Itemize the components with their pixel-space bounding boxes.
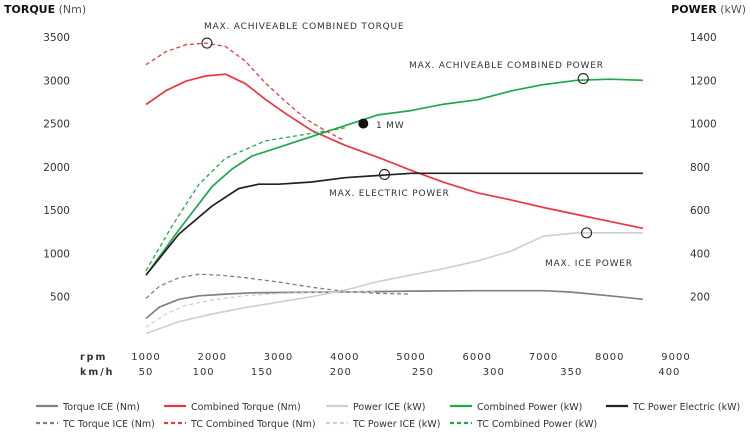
annotation-label: MAX. ACHIVEABLE COMBINED POWER (409, 61, 604, 71)
right-axis-title: POWER (kW) (671, 3, 746, 16)
legend-label: TC Power ICE (kW) (352, 419, 440, 430)
series-line (145, 289, 643, 320)
annotation-marker (358, 118, 369, 129)
annotation-label: 1 MW (376, 121, 404, 131)
legend-label: Combined Torque (Nm) (191, 402, 301, 413)
rpm-tick-label: 5000 (396, 352, 425, 363)
annotation-label: MAX. ICE POWER (545, 259, 633, 269)
kmh-tick-label: 400 (658, 367, 680, 378)
rpm-tick-label: 4000 (330, 352, 359, 363)
right-tick-label: 200 (690, 292, 710, 304)
left-tick-label: 1500 (43, 205, 70, 217)
left-tick-label: 3500 (43, 32, 70, 44)
right-tick-label: 600 (690, 205, 710, 217)
series-line (145, 127, 345, 272)
rpm-tick-label: 8000 (595, 352, 624, 363)
annotation-marker (201, 37, 213, 49)
annotation-marker (577, 73, 589, 85)
series-line (145, 172, 643, 276)
rpm-tick-label: 6000 (463, 352, 492, 363)
kmh-tick-label: 250 (412, 367, 434, 378)
right-tick-label: 800 (690, 162, 710, 174)
left-tick-label: 3000 (43, 75, 70, 87)
kmh-tick-label: 50 (139, 367, 154, 378)
rpm-tick-label: 1000 (131, 352, 160, 363)
legend-label: TC Torque ICE (Nm) (62, 419, 155, 430)
series-line (145, 273, 412, 299)
rpm-tick-label: 2000 (198, 352, 227, 363)
left-axis-title: TORQUE (Nm) (4, 3, 86, 16)
right-tick-label: 400 (690, 248, 710, 260)
rpm-tick-label: 3000 (264, 352, 293, 363)
annotation-label: MAX. ELECTRIC POWER (329, 189, 450, 199)
kmh-axis-label: km/h (80, 367, 114, 378)
series-line (145, 78, 643, 276)
left-tick-label: 500 (50, 292, 70, 304)
legend-label: TC Combined Torque (Nm) (190, 419, 316, 430)
right-tick-label: 1400 (690, 32, 717, 44)
rpm-tick-label: 9000 (661, 352, 690, 363)
legend-label: TC Combined Power (kW) (476, 419, 597, 430)
kmh-tick-label: 100 (193, 367, 215, 378)
left-tick-label: 2500 (43, 119, 70, 131)
kmh-tick-label: 300 (483, 367, 505, 378)
annotation-marker (378, 168, 391, 180)
kmh-tick-label: 150 (251, 367, 273, 378)
right-tick-label: 1200 (690, 75, 717, 87)
left-tick-label: 2000 (43, 162, 70, 174)
legend-label: Combined Power (kW) (477, 402, 582, 413)
legend-label: Torque ICE (Nm) (62, 402, 140, 413)
rpm-tick-label: 7000 (529, 352, 558, 363)
kmh-tick-label: 350 (560, 367, 582, 378)
kmh-tick-label: 200 (330, 367, 352, 378)
rpm-axis-label: rpm (80, 352, 107, 363)
annotation-marker (581, 227, 593, 239)
series-line (145, 290, 378, 328)
legend-label: TC Power Electric (kW) (632, 402, 740, 413)
series-line (145, 73, 644, 230)
series-line (145, 232, 643, 335)
left-tick-label: 1000 (43, 248, 70, 260)
right-tick-label: 1000 (690, 119, 717, 131)
series-line (145, 42, 346, 142)
legend-label: Power ICE (kW) (353, 402, 426, 413)
annotation-label: MAX. ACHIVEABLE COMBINED TORQUE (204, 22, 404, 32)
